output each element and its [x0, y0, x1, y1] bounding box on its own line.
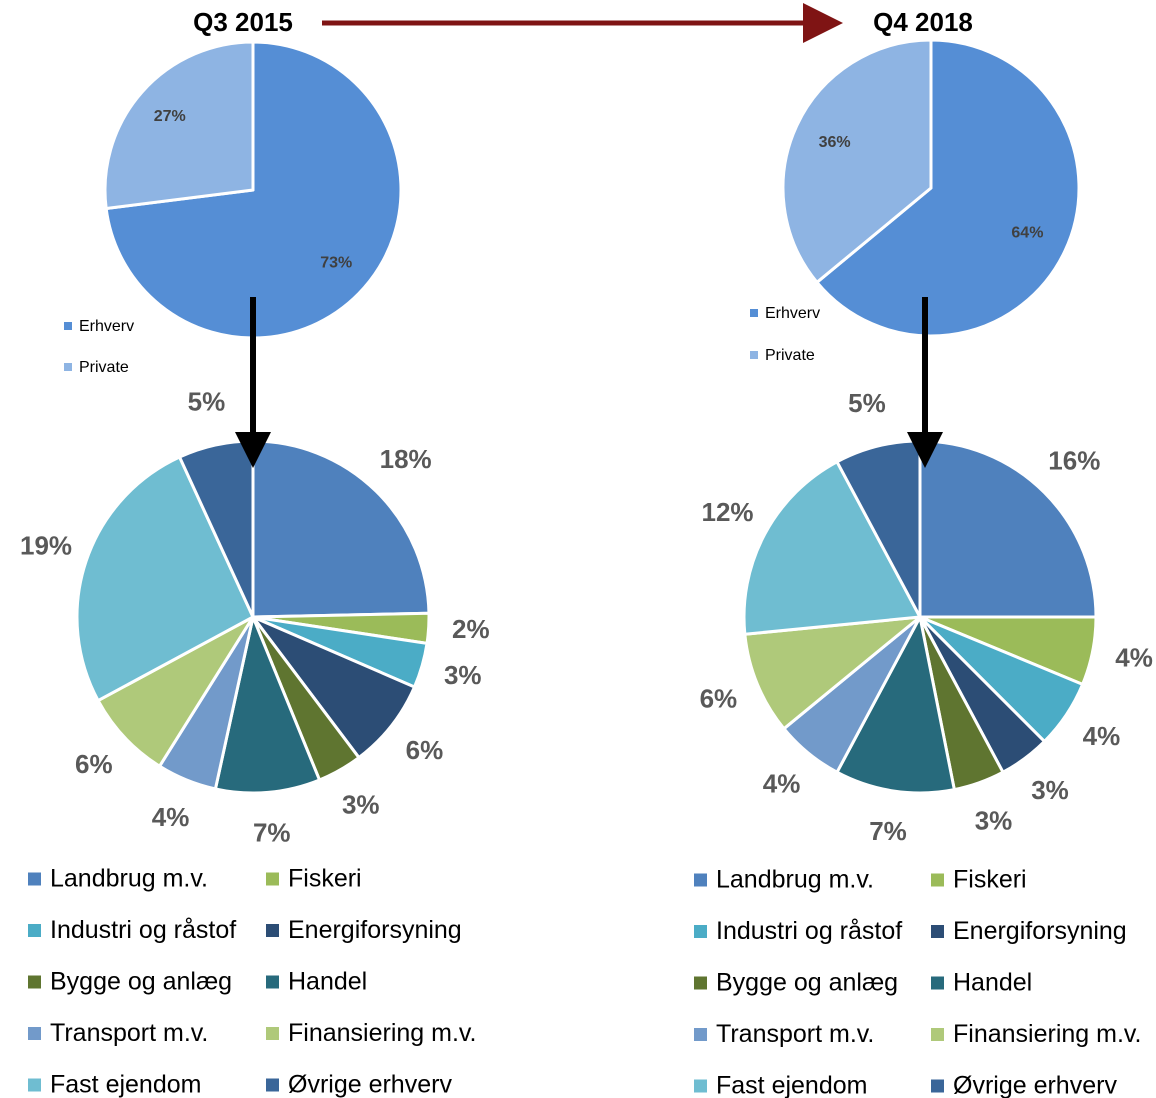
legend-label: Industri og råstof: [50, 916, 236, 944]
data-label: 7%: [869, 816, 907, 846]
legend-swatch: [931, 873, 944, 887]
legend-swatch: [931, 1028, 944, 1041]
legend-label: Finansiering m.v.: [953, 1020, 1142, 1048]
data-label: 36%: [819, 134, 851, 151]
legend-swatch: [931, 925, 944, 938]
pie-slice: [213, 615, 321, 795]
legend-label: Erhverv: [765, 305, 820, 322]
legend-label: Landbrug m.v.: [716, 866, 874, 894]
pie-slice: [918, 439, 1098, 619]
pie-slice: [75, 455, 255, 703]
legend-label: Private: [765, 347, 815, 364]
legend-swatch: [266, 1078, 279, 1092]
data-label: 5%: [188, 387, 226, 417]
data-label: 3%: [1031, 775, 1069, 805]
legend-swatch: [64, 322, 72, 330]
data-label: 6%: [406, 735, 444, 765]
pie-slice: [251, 439, 431, 619]
pie-slice: [742, 460, 922, 636]
legend-label: Transport m.v.: [50, 1019, 208, 1047]
pie-slice: [251, 615, 416, 760]
legend-label: Energiforsyning: [953, 917, 1127, 945]
pie-slice: [103, 40, 255, 211]
data-label: 3%: [444, 660, 482, 690]
legend-label: Finansiering m.v.: [288, 1019, 477, 1047]
legend-swatch: [28, 872, 41, 886]
legend-label: Bygge og anlæg: [716, 969, 898, 997]
legend-swatch: [28, 1078, 41, 1092]
legend-label: Fiskeri: [953, 866, 1027, 894]
data-label: 6%: [75, 749, 113, 779]
pie-slice: [743, 615, 922, 731]
legend-label: Handel: [953, 969, 1032, 997]
data-label: 18%: [380, 444, 432, 474]
data-label: 64%: [1011, 225, 1043, 242]
legend-swatch: [694, 873, 707, 887]
data-label: 2%: [452, 614, 490, 644]
data-label: 7%: [253, 817, 291, 847]
pie-slice: [835, 615, 956, 795]
legend-label: Erhverv: [79, 318, 134, 335]
legend-swatch: [28, 975, 41, 989]
pie-slice: [781, 38, 933, 284]
legend-swatch: [694, 925, 707, 938]
legend-swatch: [266, 975, 279, 989]
legend-swatch: [266, 924, 279, 937]
data-label: 5%: [848, 388, 886, 418]
data-label: 4%: [763, 769, 801, 799]
data-label: 4%: [1115, 642, 1153, 672]
data-label: 12%: [702, 497, 754, 527]
legend-swatch: [694, 976, 707, 990]
legend-label: Industri og råstof: [716, 917, 902, 945]
legend-swatch: [266, 1027, 279, 1040]
legend-swatch: [931, 976, 944, 990]
chart-title: Q4 2018: [873, 7, 973, 37]
legend-swatch: [64, 363, 72, 371]
pies: Q3 2015 73% 27% Erhverv Private Q4 2018 64% 36%…: [20, 7, 1153, 1098]
data-label: 73%: [320, 255, 352, 272]
data-label: 19%: [20, 531, 72, 561]
data-label: 4%: [152, 802, 190, 832]
legend-swatch: [750, 351, 758, 359]
legend-label: Bygge og anlæg: [50, 968, 232, 996]
legend-label: Transport m.v.: [716, 1020, 874, 1048]
pie-slice: [815, 38, 1081, 338]
legend-label: Handel: [288, 968, 367, 996]
legend-label: Fiskeri: [288, 865, 362, 893]
legend-label: Øvrige erhverv: [953, 1072, 1117, 1098]
legend-label: Øvrige erhverv: [288, 1071, 452, 1098]
legend-swatch: [694, 1079, 707, 1093]
chart-title: Q3 2015: [193, 7, 293, 37]
data-label: 6%: [700, 683, 738, 713]
legend-swatch: [28, 924, 41, 937]
data-label: 27%: [154, 108, 186, 125]
pie-slice: [96, 615, 255, 768]
data-label: 16%: [1048, 446, 1100, 476]
data-label: 3%: [975, 805, 1013, 835]
legend-swatch: [750, 309, 758, 317]
legend-swatch: [694, 1028, 707, 1041]
data-label: 3%: [342, 790, 380, 820]
legend-label: Fast ejendom: [716, 1072, 867, 1098]
legend-label: Energiforsyning: [288, 916, 462, 944]
legend-label: Fast ejendom: [50, 1071, 201, 1098]
legend-label: Landbrug m.v.: [50, 865, 208, 893]
legend-swatch: [931, 1079, 944, 1093]
legend-swatch: [28, 1027, 41, 1040]
data-label: 4%: [1083, 721, 1121, 751]
legend-label: Private: [79, 359, 129, 376]
legend-swatch: [266, 872, 279, 886]
